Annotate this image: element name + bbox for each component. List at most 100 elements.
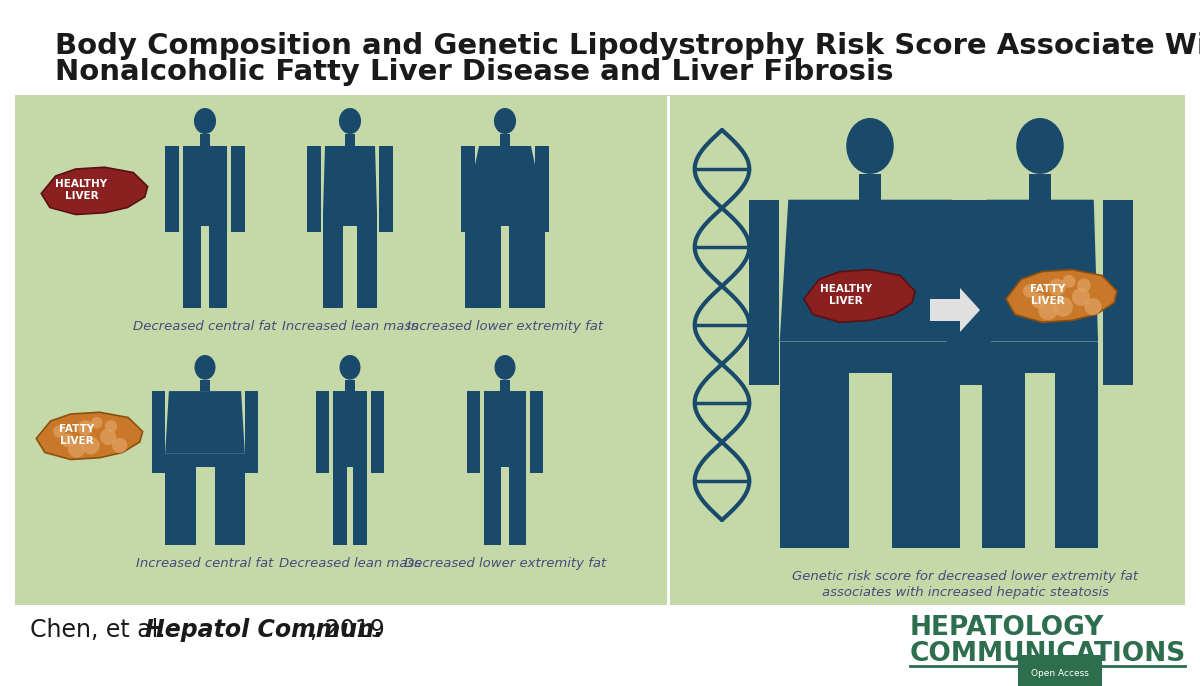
Bar — [535, 146, 550, 232]
Bar — [346, 379, 355, 391]
Polygon shape — [166, 391, 245, 454]
Bar — [947, 200, 977, 385]
Bar — [848, 342, 892, 372]
Text: Increased lean mass: Increased lean mass — [282, 320, 418, 333]
Circle shape — [68, 440, 85, 458]
Bar — [166, 454, 196, 545]
Bar — [358, 212, 377, 308]
Bar — [892, 342, 960, 548]
Circle shape — [82, 436, 100, 454]
Circle shape — [61, 434, 74, 447]
Bar — [209, 212, 227, 308]
Bar — [484, 454, 502, 545]
Bar — [859, 174, 881, 200]
Text: Decreased central fat: Decreased central fat — [133, 320, 277, 333]
Ellipse shape — [1016, 118, 1063, 174]
Ellipse shape — [340, 355, 360, 379]
Circle shape — [1024, 284, 1037, 298]
Polygon shape — [466, 146, 545, 212]
Bar — [1055, 342, 1098, 548]
Circle shape — [78, 421, 92, 436]
Bar — [461, 146, 475, 232]
Text: Increased central fat: Increased central fat — [137, 557, 274, 570]
Bar — [182, 212, 202, 308]
Circle shape — [100, 429, 116, 445]
Bar — [215, 454, 245, 545]
Bar — [332, 454, 347, 545]
Bar — [346, 134, 355, 146]
Bar — [196, 454, 215, 467]
Text: HEPATOLOGY: HEPATOLOGY — [910, 615, 1104, 641]
Bar — [749, 200, 779, 385]
Text: Nonalcoholic Fatty Liver Disease and Liver Fibrosis: Nonalcoholic Fatty Liver Disease and Liv… — [55, 58, 894, 86]
Ellipse shape — [338, 108, 361, 134]
Bar — [371, 391, 384, 473]
Circle shape — [53, 425, 65, 438]
Text: HEALTHY
LIVER: HEALTHY LIVER — [820, 284, 872, 306]
Bar — [1103, 200, 1133, 385]
Text: Body Composition and Genetic Lipodystrophy Risk Score Associate With: Body Composition and Genetic Lipodystrop… — [55, 32, 1200, 60]
Bar — [164, 146, 179, 232]
Bar — [245, 391, 258, 473]
Bar — [14, 95, 1186, 605]
Ellipse shape — [194, 108, 216, 134]
Text: Increased lower extremity fat: Increased lower extremity fat — [407, 320, 604, 333]
Text: FATTY
LIVER: FATTY LIVER — [59, 424, 94, 446]
Circle shape — [1049, 279, 1066, 296]
Circle shape — [1078, 279, 1091, 292]
Bar — [347, 454, 353, 467]
FancyArrow shape — [930, 288, 980, 332]
Text: HEALTHY
LIVER: HEALTHY LIVER — [55, 179, 108, 201]
Bar — [961, 200, 991, 385]
Bar — [1025, 342, 1055, 372]
Text: Decreased lean mass: Decreased lean mass — [278, 557, 421, 570]
Bar — [200, 134, 210, 146]
Bar — [343, 212, 358, 226]
Circle shape — [1054, 297, 1073, 317]
Circle shape — [1062, 275, 1075, 288]
Bar — [509, 454, 526, 545]
Bar — [307, 146, 320, 232]
Bar — [379, 146, 394, 232]
Circle shape — [112, 438, 127, 453]
Text: FATTY
LIVER: FATTY LIVER — [1031, 284, 1066, 306]
Bar — [323, 212, 343, 308]
Bar — [1030, 174, 1051, 200]
Polygon shape — [332, 391, 367, 454]
Text: Genetic risk score for decreased lower extremity fat: Genetic risk score for decreased lower e… — [792, 570, 1138, 583]
Bar — [502, 454, 509, 467]
Ellipse shape — [494, 108, 516, 134]
Text: Decreased lower extremity fat: Decreased lower extremity fat — [404, 557, 606, 570]
Polygon shape — [36, 412, 143, 460]
Ellipse shape — [494, 355, 516, 379]
Bar — [780, 342, 848, 548]
Polygon shape — [780, 200, 960, 342]
Polygon shape — [804, 270, 916, 322]
Bar — [530, 391, 544, 473]
Circle shape — [104, 420, 118, 432]
Bar — [500, 379, 510, 391]
Ellipse shape — [194, 355, 216, 379]
Circle shape — [1038, 301, 1057, 320]
Polygon shape — [182, 146, 227, 212]
Bar — [982, 342, 1025, 548]
Polygon shape — [982, 200, 1098, 342]
Text: Open Access: Open Access — [1031, 669, 1088, 678]
Bar — [316, 391, 329, 473]
Polygon shape — [41, 167, 148, 215]
Bar — [232, 146, 245, 232]
Circle shape — [1085, 298, 1102, 316]
Polygon shape — [1006, 270, 1117, 322]
Polygon shape — [484, 391, 526, 454]
Bar — [353, 454, 367, 545]
Bar — [509, 212, 545, 308]
Text: , 2019: , 2019 — [310, 618, 385, 642]
Bar — [200, 379, 210, 391]
Circle shape — [1072, 288, 1090, 306]
Ellipse shape — [846, 118, 894, 174]
Text: Chen, et al.: Chen, et al. — [30, 618, 173, 642]
Text: COMMUNICATIONS: COMMUNICATIONS — [910, 641, 1187, 667]
Circle shape — [1031, 293, 1046, 309]
Circle shape — [91, 417, 102, 429]
Bar — [466, 212, 502, 308]
